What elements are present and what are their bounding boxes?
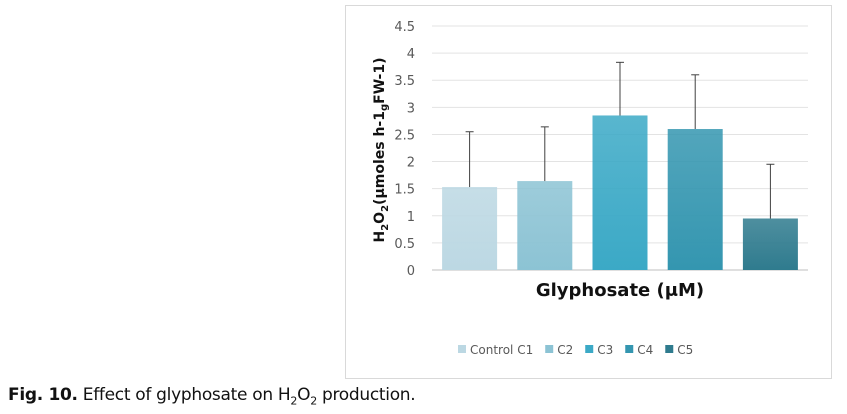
legend-swatch <box>625 345 634 353</box>
caption-label: Fig. 10. <box>8 385 78 405</box>
y-tick-label: 3.5 <box>394 74 415 89</box>
legend-swatch <box>665 345 674 353</box>
bar-1 <box>442 187 498 270</box>
legend-label: C3 <box>597 343 613 357</box>
y-tick-label: 0 <box>407 264 415 279</box>
y-tick-label: 0.5 <box>394 237 415 252</box>
y-axis-label: H2O2(μmoles h-1gFW-1) <box>372 58 391 243</box>
y-tick-label: 4.5 <box>394 20 415 35</box>
y-tick-label: 2 <box>407 156 415 171</box>
legend-swatch <box>458 345 466 353</box>
y-tick-label: 1 <box>407 210 415 225</box>
y-tick-label: 2.5 <box>394 128 415 143</box>
y-tick-label: 4 <box>407 47 415 62</box>
legend-label: Control C1 <box>470 343 533 357</box>
legend-label: C2 <box>557 343 573 357</box>
bar-2 <box>517 181 573 270</box>
legend-label: C5 <box>677 343 693 357</box>
figure-caption: Fig. 10. Effect of glyphosate on H2O2 pr… <box>8 385 416 408</box>
legend-swatch <box>545 345 554 353</box>
x-axis-label: Glyphosate (μM) <box>536 280 704 301</box>
bar-5 <box>742 218 798 270</box>
legend-swatch <box>585 345 594 353</box>
bar-4 <box>667 129 723 270</box>
legend-label: C4 <box>637 343 653 357</box>
bar-3 <box>592 115 648 270</box>
y-tick-label: 3 <box>407 101 415 116</box>
y-tick-label: 1.5 <box>394 183 415 198</box>
chart-frame <box>345 5 832 379</box>
legend: Control C1 C2 C3 C4 C5 <box>458 343 693 357</box>
